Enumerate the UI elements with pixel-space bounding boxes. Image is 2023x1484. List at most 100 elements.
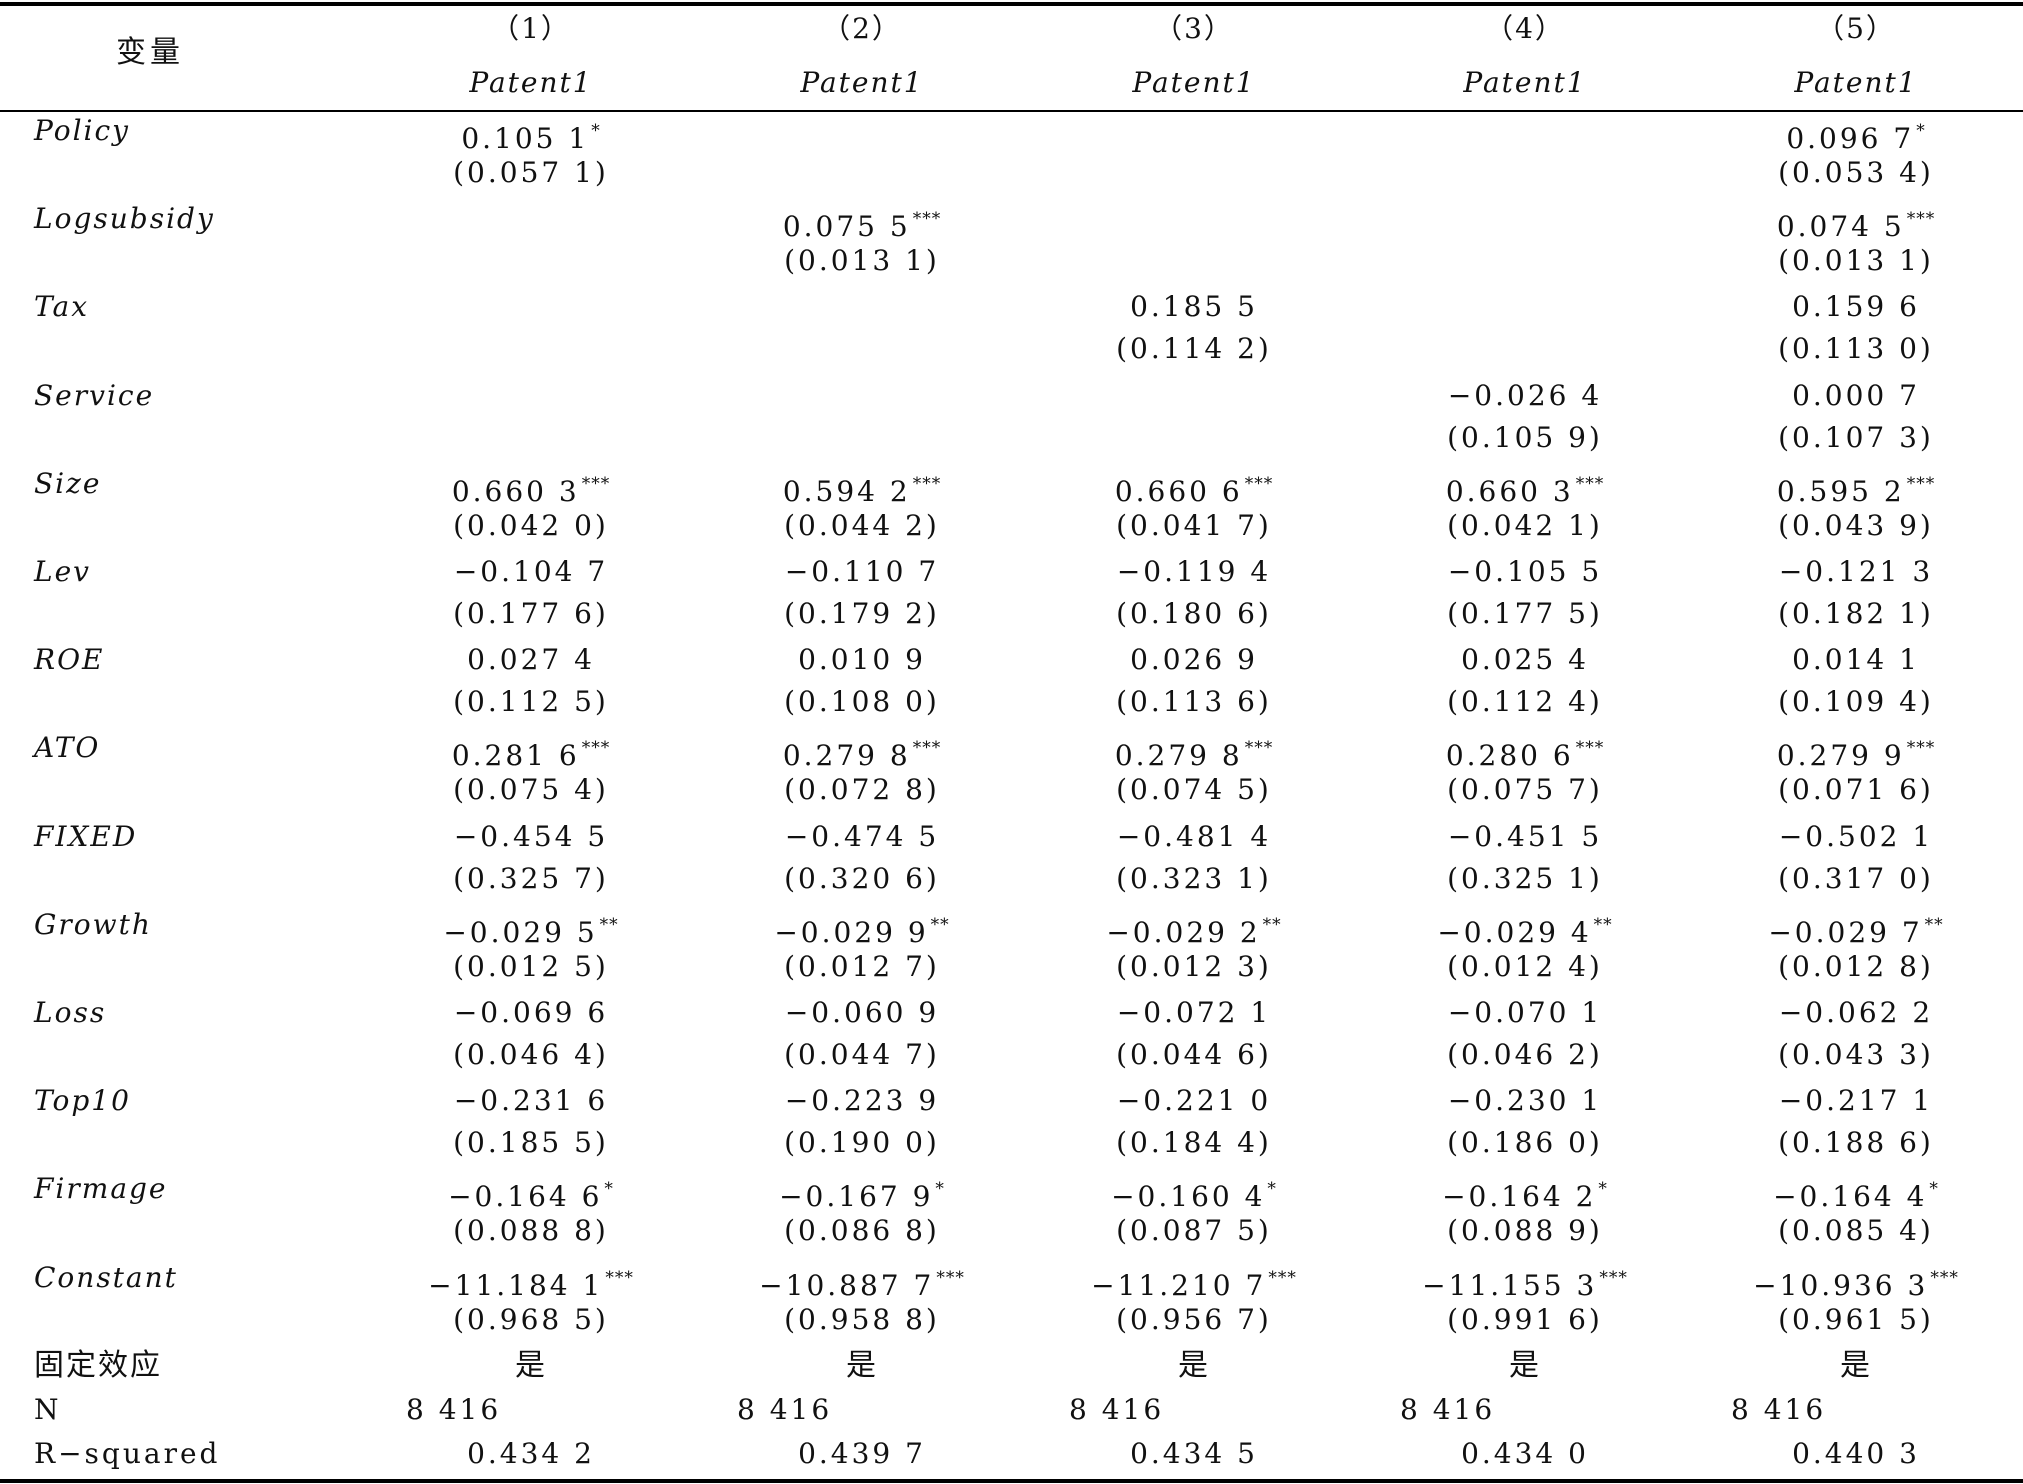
coef-roe-col3: 0.026 9 (1130, 643, 1258, 677)
coef-loss-col2: −0.060 9 (785, 996, 939, 1030)
coef-fixed-col1: −0.454 5 (454, 820, 608, 854)
se-roe-col4: (0.112 4) (1447, 685, 1603, 719)
row-label-r2: R−squared (34, 1436, 221, 1470)
coef-top10-col5: −0.217 1 (1779, 1084, 1933, 1118)
coef-value: 0.010 9 (798, 643, 926, 677)
coef-value: −0.221 0 (1116, 1084, 1272, 1118)
row-label-size: Size (34, 466, 102, 500)
se-growth-col2: (0.012 7) (784, 949, 940, 983)
coef-ato-col1: 0.281 6 *** (452, 731, 610, 773)
coef-fixed-col5: −0.502 1 (1779, 820, 1933, 854)
significance-stars: *** (1244, 738, 1274, 759)
significance-stars: *** (581, 473, 611, 494)
coef-value: 0.075 5 (782, 210, 911, 244)
significance-stars: ** (1593, 914, 1613, 935)
column-number-3: （3） (1154, 12, 1234, 45)
coef-firmage-col1: −0.164 6 * (448, 1172, 614, 1214)
coef-value: 0.660 6 (1114, 474, 1243, 508)
se-fixed-col3: (0.323 1) (1116, 861, 1272, 895)
coef-value: 0.660 3 (451, 474, 580, 508)
se-ato-col3: (0.074 5) (1116, 773, 1272, 807)
se-firmage-col2: (0.086 8) (784, 1214, 940, 1248)
se-loss-col1: (0.046 4) (453, 1038, 609, 1071)
significance-stars: *** (1906, 473, 1936, 494)
table-header-rule (0, 110, 2023, 112)
se-size-col1: (0.042 0) (453, 508, 609, 542)
coef-service-col5: 0.000 7 (1792, 379, 1920, 413)
coef-value: 0.660 3 (1445, 474, 1574, 508)
r2-value-col2: 0.439 7 (798, 1436, 926, 1470)
coef-ato-col3: 0.279 8 *** (1115, 731, 1273, 773)
coef-size-col1: 0.660 3 *** (452, 467, 610, 509)
significance-stars: *** (1906, 738, 1936, 759)
row-label-logsubsidy: Logsubsidy (34, 202, 215, 236)
n-value-col3: 8 416 (1069, 1392, 1165, 1426)
significance-stars: *** (1599, 1267, 1628, 1288)
coef-value: −0.070 1 (1447, 996, 1603, 1029)
fe-value-col4: 是 (1509, 1347, 1541, 1383)
se-firmage-col4: (0.088 9) (1447, 1214, 1603, 1248)
coef-constant-col3: −11.210 7 *** (1091, 1261, 1297, 1303)
row-label-fixed: FIXED (34, 819, 138, 853)
r2-value-col1: 0.434 2 (467, 1436, 595, 1470)
coef-value: −11.184 1 (428, 1268, 604, 1302)
row-label-firmage: Firmage (34, 1172, 168, 1206)
coef-value: −0.119 4 (1116, 555, 1272, 588)
se-ato-col2: (0.072 8) (784, 773, 940, 807)
table-top-rule (0, 2, 2023, 6)
fe-value-col3: 是 (1178, 1347, 1210, 1383)
significance-stars: *** (912, 738, 942, 759)
se-top10-col5: (0.188 6) (1778, 1126, 1934, 1160)
coef-value: −0.029 2 (1106, 915, 1261, 949)
significance-stars: *** (1906, 209, 1936, 230)
se-top10-col3: (0.184 4) (1116, 1126, 1272, 1160)
row-label-loss: Loss (34, 996, 107, 1029)
coef-value: −11.210 7 (1091, 1268, 1267, 1302)
row-label-policy: Policy (34, 114, 130, 147)
se-growth-col4: (0.012 4) (1447, 949, 1603, 983)
coef-loss-col4: −0.070 1 (1448, 996, 1602, 1030)
se-tax-col3: (0.114 2) (1116, 332, 1272, 366)
coef-value: 0.159 6 (1792, 290, 1920, 324)
coef-value: −0.164 2 (1442, 1180, 1597, 1214)
se-firmage-col5: (0.085 4) (1778, 1214, 1934, 1248)
significance-stars: * (591, 121, 601, 141)
r2-value-col3: 0.434 5 (1130, 1436, 1258, 1470)
se-constant-col5: (0.961 5) (1778, 1302, 1934, 1336)
column-dependent-var-5: Patent1 (1794, 66, 1918, 99)
row-label-constant: Constant (34, 1260, 178, 1294)
coef-value: −10.887 7 (759, 1268, 935, 1302)
coef-loss-col5: −0.062 2 (1779, 996, 1933, 1030)
coef-constant-col5: −10.936 3 *** (1753, 1261, 1959, 1303)
column-number-2: （2） (822, 12, 902, 45)
column-dependent-var-3: Patent1 (1132, 66, 1256, 99)
coef-fixed-col4: −0.451 5 (1448, 820, 1602, 854)
coef-value: −0.217 1 (1778, 1084, 1934, 1118)
coef-value: −0.474 5 (784, 819, 940, 853)
coef-constant-col2: −10.887 7 *** (759, 1261, 965, 1303)
fe-value-col5: 是 (1840, 1347, 1872, 1383)
coef-loss-col3: −0.072 1 (1117, 996, 1271, 1030)
coef-growth-col3: −0.029 2 ** (1106, 908, 1281, 950)
coef-lev-col1: −0.104 7 (454, 555, 608, 589)
coef-value: −0.223 9 (784, 1084, 940, 1118)
se-loss-col2: (0.044 7) (784, 1038, 940, 1071)
se-size-col3: (0.041 7) (1116, 508, 1272, 542)
column-dependent-var-4: Patent1 (1463, 66, 1587, 99)
se-growth-col1: (0.012 5) (453, 949, 609, 983)
coef-value: −0.072 1 (1116, 996, 1272, 1029)
coef-lev-col2: −0.110 7 (785, 555, 939, 589)
se-service-col4: (0.105 9) (1447, 420, 1603, 454)
se-service-col5: (0.107 3) (1778, 420, 1934, 454)
coef-value: −0.502 1 (1778, 819, 1934, 853)
column-number-1: （1） (491, 12, 571, 45)
coef-roe-col2: 0.010 9 (798, 643, 926, 677)
coef-ato-col2: 0.279 8 *** (783, 731, 941, 773)
se-ato-col1: (0.075 4) (453, 773, 609, 807)
coef-value: −0.069 6 (453, 996, 609, 1029)
significance-stars: *** (912, 473, 942, 494)
significance-stars: * (935, 1179, 945, 1200)
se-policy-col1: (0.057 1) (453, 156, 609, 189)
row-label-tax: Tax (34, 290, 89, 324)
